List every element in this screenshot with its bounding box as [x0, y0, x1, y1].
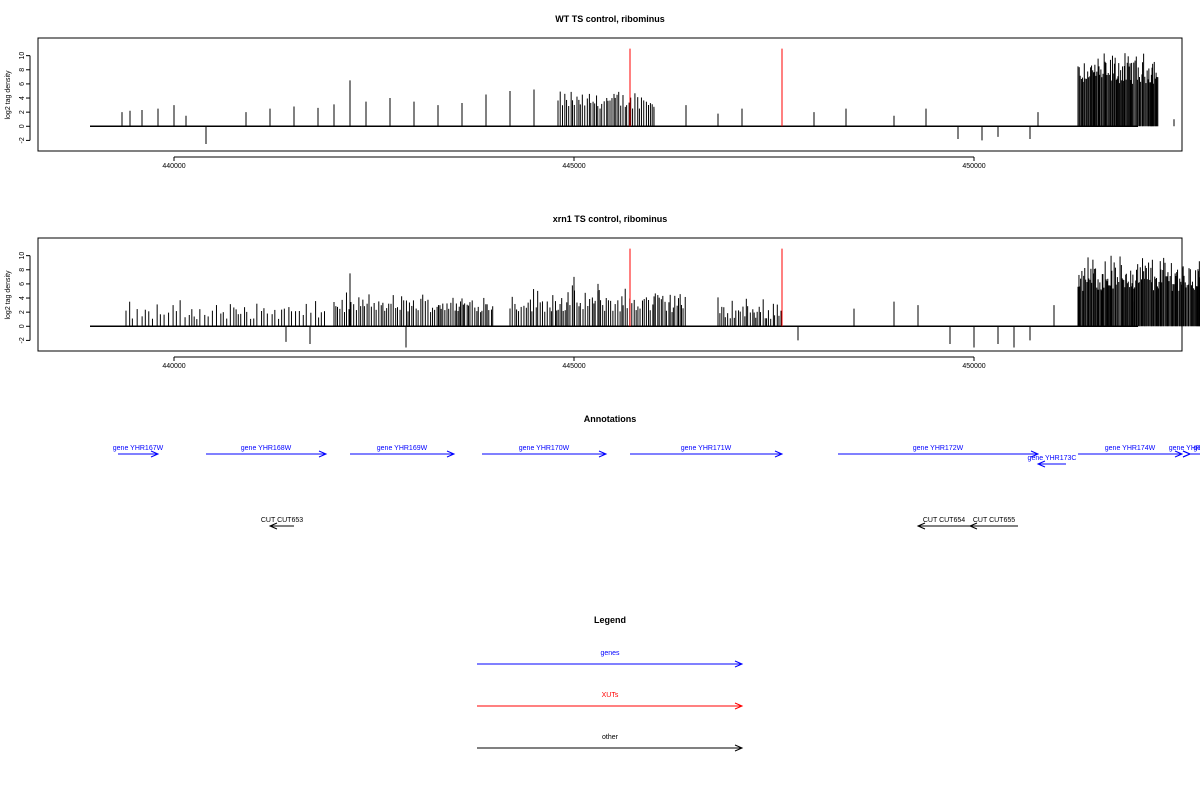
y-tick-label: 6	[19, 82, 26, 86]
gene-label: gene YHR169W	[377, 445, 428, 452]
x-tick-label: 440000	[162, 163, 185, 170]
x-tick-label: 450000	[962, 363, 985, 370]
gene-label: gene YHR167W	[113, 445, 164, 452]
y-tick-label: 10	[19, 252, 26, 260]
gene-label: gene YHR171W	[681, 445, 732, 452]
legend: Legend genes XUTs other	[477, 615, 744, 752]
cut-label: CUT CUT653	[261, 517, 303, 524]
x-tick-label: 445000	[562, 363, 585, 370]
legend-arrow-head	[734, 744, 744, 752]
legend-label: other	[602, 734, 619, 741]
y-tick-label: 10	[19, 52, 26, 60]
cut-label: CUT CUT655	[973, 517, 1015, 524]
y-axis-label: log2 tag density	[5, 70, 12, 120]
legend-label: genes	[600, 650, 620, 657]
y-tick-label: -2	[19, 337, 26, 343]
legend-arrow-head	[734, 660, 744, 668]
y-tick-label: -2	[19, 137, 26, 143]
gene-arrow-head	[598, 450, 608, 458]
plot-frame	[37, 37, 1183, 152]
gene-label: gene YHR168W	[241, 445, 292, 452]
legend-label: XUTs	[602, 692, 619, 699]
axes: -2 0 2 4 6 8 10 440000 445000 450000	[19, 252, 986, 370]
y-tick-label: 4	[19, 296, 26, 300]
gene-label: gene YHR175W-A	[1193, 445, 1200, 452]
gene-label: gene YHR170W	[519, 445, 570, 452]
gene-arrow-head	[774, 450, 784, 458]
x-tick-label: 440000	[162, 363, 185, 370]
xrn1-density-panel: xrn1 TS control, ribominus log2 tag dens…	[5, 214, 1200, 370]
panel-title: WT TS control, ribominus	[555, 14, 665, 24]
density-bars	[90, 248, 1200, 348]
gene-label: gene YHR172W	[913, 445, 964, 452]
legend-items: genes XUTs other	[477, 650, 744, 752]
legend-title: Legend	[594, 615, 626, 625]
x-tick-label: 450000	[962, 163, 985, 170]
cut-label: CUT CUT654	[923, 517, 965, 524]
y-tick-label: 0	[19, 324, 26, 328]
annotation-features: gene YHR167W gene YHR168W gene YHR169W gene…	[113, 445, 1200, 530]
gene-label: gene YHR175W	[1169, 445, 1200, 452]
y-tick-label: 2	[19, 110, 26, 114]
annotations-panel: Annotations gene YHR167W gene YHR168W gene…	[113, 414, 1200, 530]
cut-arrow-head	[916, 522, 926, 530]
wt-density-panel: WT TS control, ribominus log2 tag densit…	[5, 14, 1183, 170]
gene-arrow-head	[1036, 460, 1046, 468]
x-tick-label: 445000	[562, 163, 585, 170]
y-tick-label: 2	[19, 310, 26, 314]
y-tick-label: 8	[19, 68, 26, 72]
cut-arrow-head	[268, 522, 278, 530]
gene-label: gene YHR174W	[1105, 445, 1156, 452]
y-axis-label: log2 tag density	[5, 270, 12, 320]
y-tick-label: 6	[19, 282, 26, 286]
annotations-title: Annotations	[584, 414, 637, 424]
legend-arrow-head	[734, 702, 744, 710]
axes: -2 0 2 4 6 8 10 440000 445000 450000	[19, 52, 986, 170]
gene-label: gene YHR173C	[1028, 455, 1077, 462]
y-tick-label: 8	[19, 268, 26, 272]
gene-arrow-head	[1174, 450, 1184, 458]
y-tick-label: 0	[19, 124, 26, 128]
y-tick-label: 4	[19, 96, 26, 100]
panel-title: xrn1 TS control, ribominus	[553, 214, 668, 224]
gene-arrow-head	[446, 450, 456, 458]
gene-arrow-head	[150, 450, 160, 458]
density-bars	[90, 48, 1175, 144]
gene-arrow-head	[1182, 450, 1192, 458]
plot-frame	[37, 237, 1183, 352]
gene-arrow-head	[1030, 450, 1040, 458]
gene-arrow-head	[318, 450, 328, 458]
cut-arrow-head	[968, 522, 978, 530]
